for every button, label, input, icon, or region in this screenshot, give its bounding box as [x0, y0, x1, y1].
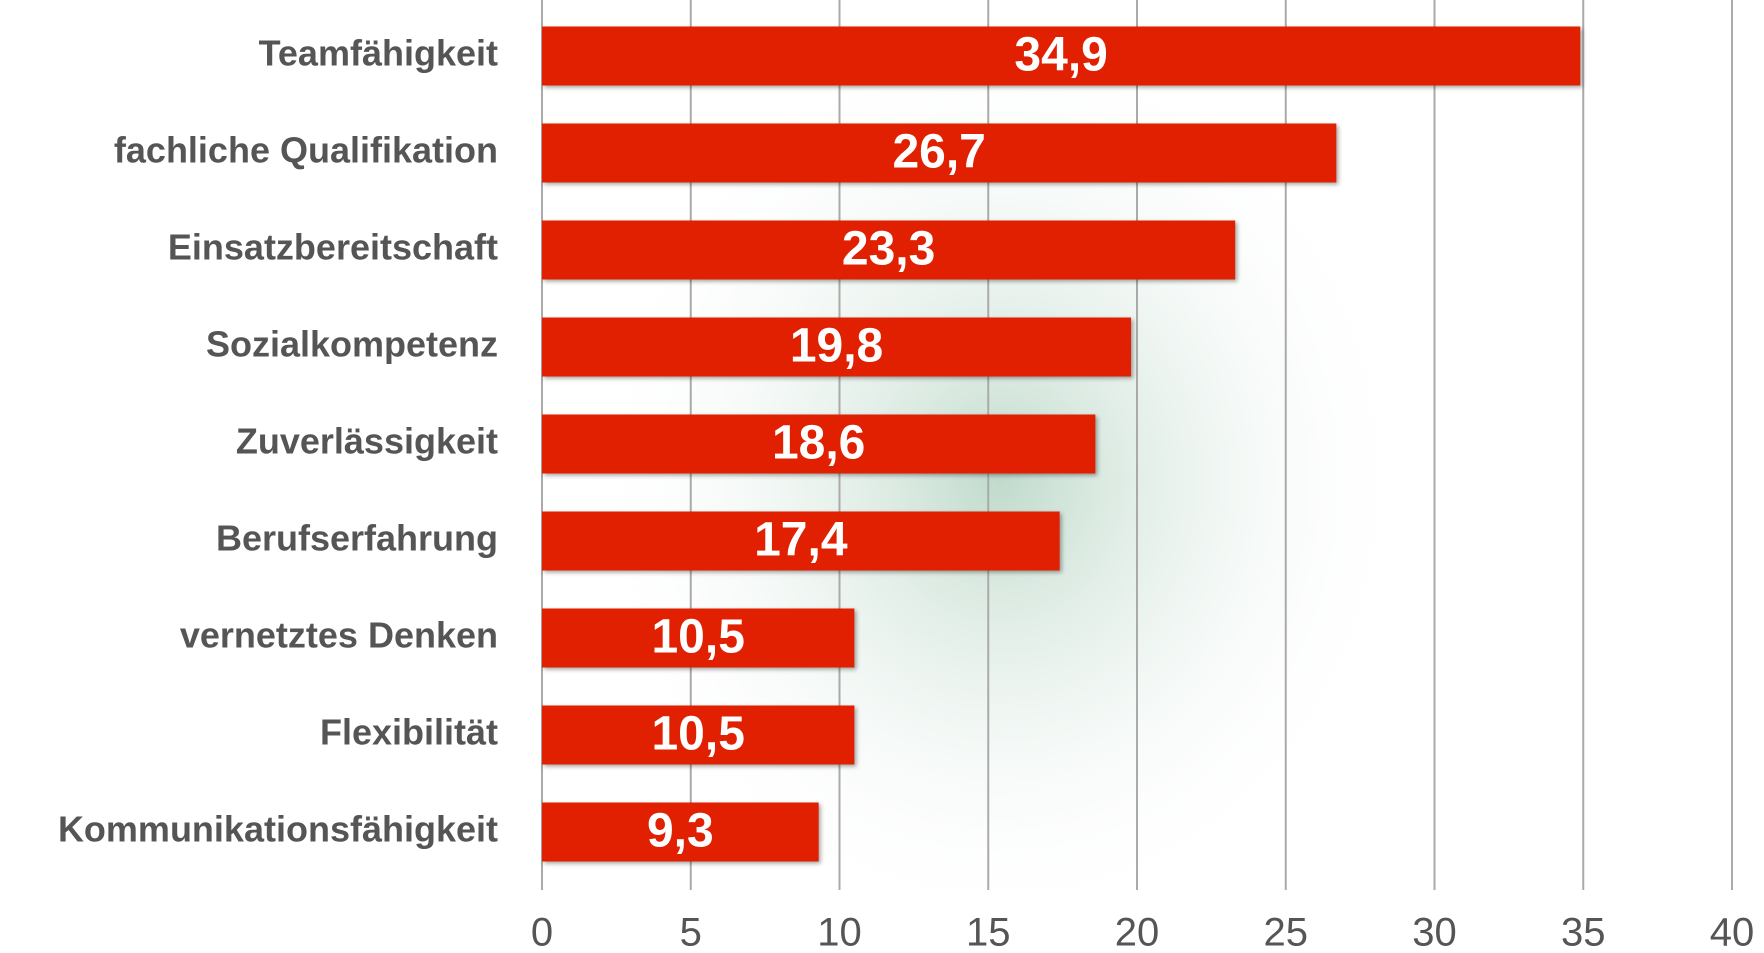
- x-tick-label: 10: [817, 911, 862, 953]
- x-tick-label: 30: [1412, 911, 1457, 953]
- bar: [542, 705, 855, 765]
- y-tick-label: Teamfähigkeit: [259, 33, 498, 74]
- y-tick-label: Einsatzbereitschaft: [168, 227, 498, 268]
- y-tick-label: Sozialkompetenz: [206, 324, 498, 365]
- x-tick-label: 15: [966, 911, 1011, 953]
- value-label: 10,5: [651, 708, 744, 761]
- bar: [542, 414, 1096, 474]
- value-label: 26,7: [892, 126, 985, 179]
- x-tick-label: 25: [1264, 911, 1309, 953]
- bar: [542, 511, 1060, 571]
- x-tick-label: 5: [680, 911, 702, 953]
- value-label: 23,3: [842, 223, 935, 276]
- value-label: 34,9: [1014, 29, 1107, 82]
- x-tick-label: 0: [531, 911, 553, 953]
- bar: [542, 220, 1236, 280]
- value-label: 19,8: [790, 320, 883, 373]
- y-tick-label: Kommunikationsfähigkeit: [58, 809, 498, 850]
- y-tick-label: Flexibilität: [320, 712, 498, 753]
- bar: [542, 123, 1337, 183]
- y-tick-label: fachliche Qualifikation: [114, 130, 498, 171]
- bar: [542, 26, 1581, 86]
- y-tick-label: Zuverlässigkeit: [236, 421, 498, 462]
- x-tick-label: 20: [1115, 911, 1160, 953]
- bar: [542, 317, 1132, 377]
- y-tick-label: vernetztes Denken: [180, 615, 498, 656]
- value-label: 17,4: [754, 514, 848, 567]
- x-tick-label: 40: [1710, 911, 1755, 953]
- bar: [542, 802, 819, 862]
- y-tick-label: Berufserfahrung: [216, 518, 498, 559]
- bar: [542, 608, 855, 668]
- value-label: 18,6: [772, 417, 865, 470]
- value-label: 10,5: [651, 611, 744, 664]
- value-label: 9,3: [647, 805, 714, 858]
- x-tick-label: 35: [1561, 911, 1606, 953]
